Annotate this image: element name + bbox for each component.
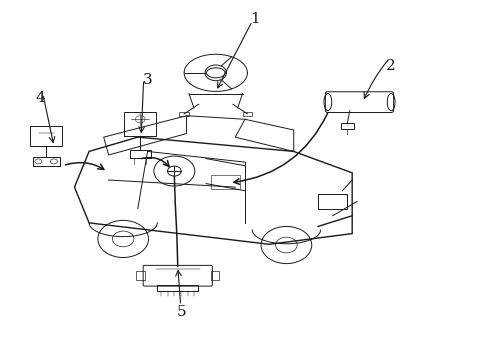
Bar	[129, 150, 151, 158]
Bar	[30, 126, 62, 147]
Bar	[243, 112, 252, 116]
Text: 5: 5	[177, 305, 187, 319]
Bar	[136, 271, 145, 280]
Text: 4: 4	[35, 91, 45, 105]
Text: 1: 1	[250, 12, 260, 26]
Bar	[124, 112, 156, 136]
Bar	[318, 194, 347, 208]
Bar	[179, 112, 189, 116]
Bar	[341, 123, 354, 129]
Text: 2: 2	[386, 59, 396, 73]
Bar	[211, 271, 219, 280]
Bar	[211, 175, 240, 189]
Bar	[157, 285, 198, 291]
Text: 3: 3	[143, 73, 152, 87]
Bar	[32, 157, 60, 166]
